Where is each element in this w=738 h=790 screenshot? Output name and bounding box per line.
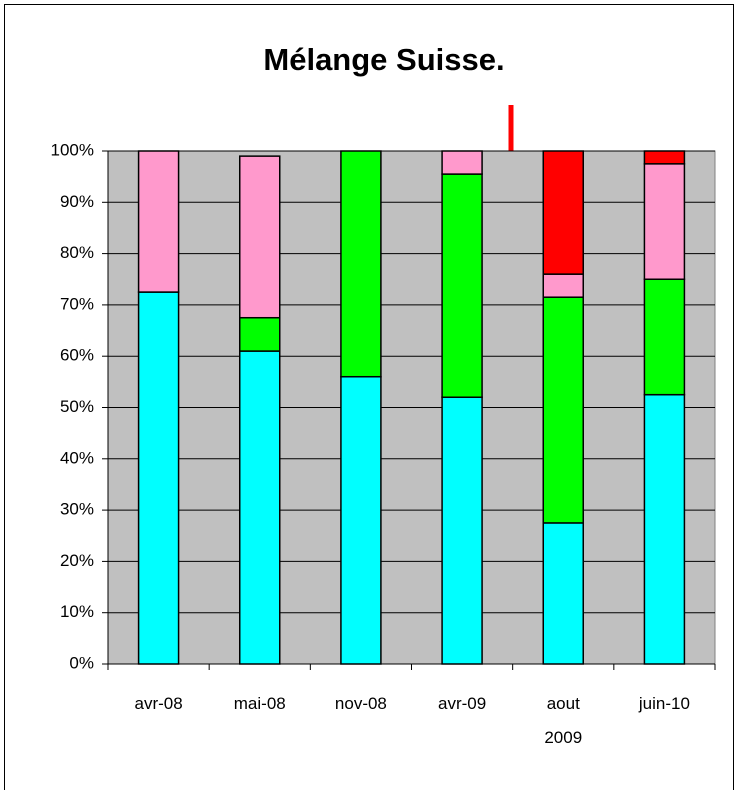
y-tick-label: 70% <box>60 294 94 313</box>
bar-segment <box>542 273 584 298</box>
bar-segment <box>441 396 483 665</box>
y-tick-label: 20% <box>60 551 94 570</box>
bar-segment <box>137 291 180 665</box>
chart-title: Mélange Suisse. <box>263 42 504 77</box>
y-tick-label: 30% <box>60 500 94 519</box>
bar-segment <box>239 155 281 319</box>
bar-segment <box>340 375 382 665</box>
bar-segment <box>643 150 686 165</box>
x-tick-label: avr-09 <box>437 694 487 713</box>
bar-segment <box>441 150 483 175</box>
y-tick-label: 40% <box>60 448 94 467</box>
x-tick-label: avr-08 <box>134 694 183 713</box>
bar-segment <box>643 393 686 665</box>
bar-segment <box>643 278 686 396</box>
y-tick-label: 10% <box>60 602 94 621</box>
bar-segment <box>137 150 180 293</box>
y-tick-label: 90% <box>60 192 94 211</box>
bar-segment <box>340 150 382 378</box>
x-tick-label: juin-10 <box>638 694 690 713</box>
y-tick-label: 0% <box>69 653 94 672</box>
bar-segment <box>542 522 584 665</box>
bar-segment <box>542 150 584 275</box>
y-tick-label: 50% <box>60 397 94 416</box>
x-tick-label: nov-08 <box>334 694 387 713</box>
bar-segment <box>542 296 584 524</box>
bar-segment <box>643 163 686 280</box>
bar-segment <box>239 350 281 665</box>
y-tick-label: 60% <box>60 346 94 365</box>
bar-segment <box>239 316 281 352</box>
y-tick-label: 100% <box>51 140 94 159</box>
x-tick-label: aout 2009 <box>544 694 583 747</box>
y-tick-label: 80% <box>60 243 94 262</box>
bar-segment <box>441 173 483 398</box>
x-tick-label: mai-08 <box>233 694 286 713</box>
